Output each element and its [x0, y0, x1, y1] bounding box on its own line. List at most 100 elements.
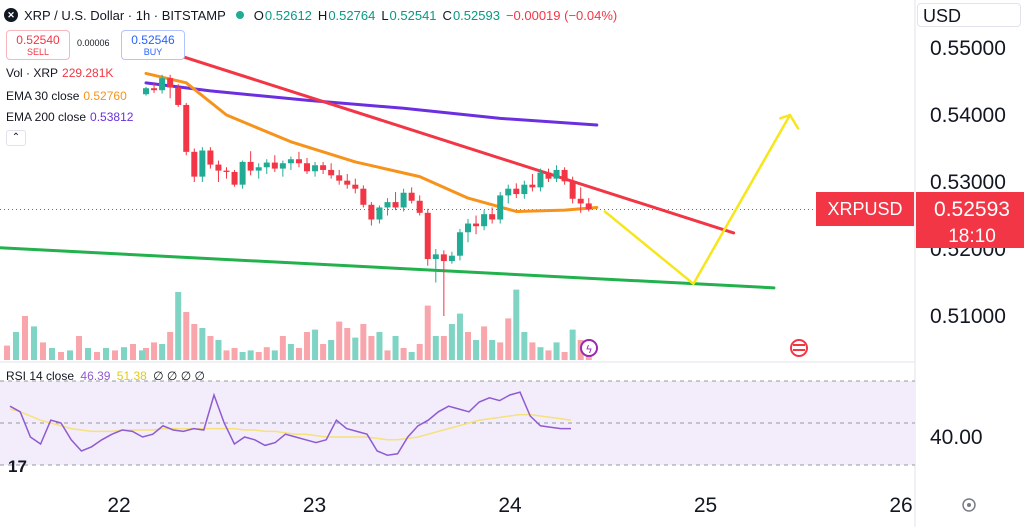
flash-event-icon[interactable]: [580, 339, 598, 357]
volume-bar: [207, 336, 214, 360]
candle-body: [569, 181, 576, 199]
candle-body: [456, 232, 463, 256]
candle-body: [304, 163, 310, 172]
volume-bar: [255, 352, 262, 360]
ema30-label: EMA 30 close: [6, 89, 80, 103]
currency-selector[interactable]: USD: [917, 3, 1021, 27]
rsi-line: [9, 391, 571, 456]
volume-bar: [392, 336, 399, 360]
candle-body: [151, 88, 158, 91]
candle-body: [199, 150, 206, 177]
symbol-title[interactable]: XRP / U.S. Dollar · 1h · BITSTAMP: [24, 7, 226, 23]
tradingview-logo: 17: [8, 457, 27, 476]
x-tick-label: 22: [107, 494, 130, 517]
candle-body: [223, 170, 230, 172]
volume-bar: [112, 350, 118, 360]
high-value: 0.52764: [328, 7, 376, 23]
volume-bar: [58, 352, 64, 360]
volume-bar: [215, 340, 222, 360]
volume-bar: [569, 329, 576, 360]
close-label: C: [442, 7, 452, 23]
volume-bar: [400, 348, 407, 360]
tv-logo: 17: [8, 457, 27, 476]
volume-bar: [49, 348, 55, 360]
volume-bar: [368, 336, 375, 360]
candle-body: [360, 188, 367, 205]
volume-bar: [239, 352, 246, 360]
volume-bar: [473, 340, 480, 360]
volume-bar: [408, 352, 415, 360]
candle-body: [561, 169, 568, 182]
volume-bar: [489, 340, 496, 360]
market-status-icon: [235, 11, 244, 19]
candle-body: [352, 184, 359, 189]
rsi-label: RSI 14 close: [6, 369, 75, 383]
candle-body: [497, 195, 504, 220]
volume-bar: [130, 344, 136, 360]
us-flag-stripes-2: [793, 349, 805, 351]
rsi-ma-line: [9, 408, 572, 441]
ema200-legend[interactable]: EMA 200 close 0.53812: [6, 110, 133, 124]
flash-symbol: ϟ: [585, 343, 592, 356]
volume-bar: [376, 332, 383, 360]
candle-body: [295, 159, 302, 164]
candle-body: [553, 169, 560, 179]
change-value: −0.00019 (−0.04%): [505, 7, 618, 23]
buy-button[interactable]: 0.52546 BUY: [121, 30, 185, 60]
price-badge-price: 0.52593: [934, 198, 1010, 221]
candle-body: [384, 202, 391, 208]
volume-bar: [31, 326, 37, 360]
volume-bar: [497, 342, 504, 360]
volume-bar: [167, 332, 174, 360]
volume-legend[interactable]: Vol · XRP 229.281K: [6, 66, 113, 80]
volume-bar: [247, 350, 254, 360]
candle-body: [231, 171, 238, 185]
candle-body: [513, 188, 520, 195]
ema30-legend[interactable]: EMA 30 close 0.52760: [6, 89, 127, 103]
volume-bar: [553, 342, 560, 360]
volume-bar: [465, 332, 471, 360]
us-flag-event-icon[interactable]: [790, 339, 808, 357]
candle-body: [320, 165, 327, 170]
candle-body: [207, 150, 214, 165]
y-tick-label: 0.51000: [930, 305, 1006, 328]
volume-bar: [424, 305, 431, 360]
candle-body: [473, 223, 480, 227]
projection-arrow: [603, 113, 800, 286]
rsi-legend[interactable]: RSI 14 close 46.39 51.38 ∅ ∅ ∅ ∅: [6, 369, 205, 383]
collapse-legend-icon[interactable]: ⌃: [6, 130, 26, 146]
us-flag-stripes: [793, 344, 805, 346]
candle-body: [585, 203, 592, 210]
xrp-logo-icon: ✕: [4, 8, 18, 22]
volume-bar: [271, 350, 278, 360]
x-tick-label: 25: [694, 494, 717, 517]
overlay-lines: [0, 48, 800, 290]
volume-bar: [320, 344, 327, 360]
rsi-value: 46.39: [80, 369, 111, 383]
candles: [143, 74, 592, 316]
volume-bar: [223, 350, 230, 360]
volume-bar: [344, 328, 351, 360]
volume-bar: [416, 344, 423, 360]
candle-body: [392, 202, 399, 208]
sell-button[interactable]: 0.52540 SELL: [6, 30, 70, 60]
buy-label: BUY: [143, 47, 163, 57]
volume-bar: [304, 332, 310, 360]
candle-body: [400, 192, 407, 208]
rsi-tick-label: 40.00: [930, 426, 983, 449]
volume-bar: [456, 313, 463, 360]
gear-outer: [962, 498, 976, 512]
candle-body: [191, 151, 198, 177]
volume-bar: [4, 345, 10, 360]
candle-body: [271, 162, 278, 169]
settings-gear-icon[interactable]: [962, 498, 976, 512]
volume-value: 229.281K: [62, 66, 114, 80]
candle-body: [537, 172, 544, 188]
volume-bar: [448, 324, 455, 360]
x-tick-label: 26: [889, 494, 912, 517]
candle-body: [247, 161, 254, 171]
volume-bar: [360, 324, 367, 360]
candle-body: [159, 78, 166, 91]
volume-bar: [151, 342, 158, 360]
